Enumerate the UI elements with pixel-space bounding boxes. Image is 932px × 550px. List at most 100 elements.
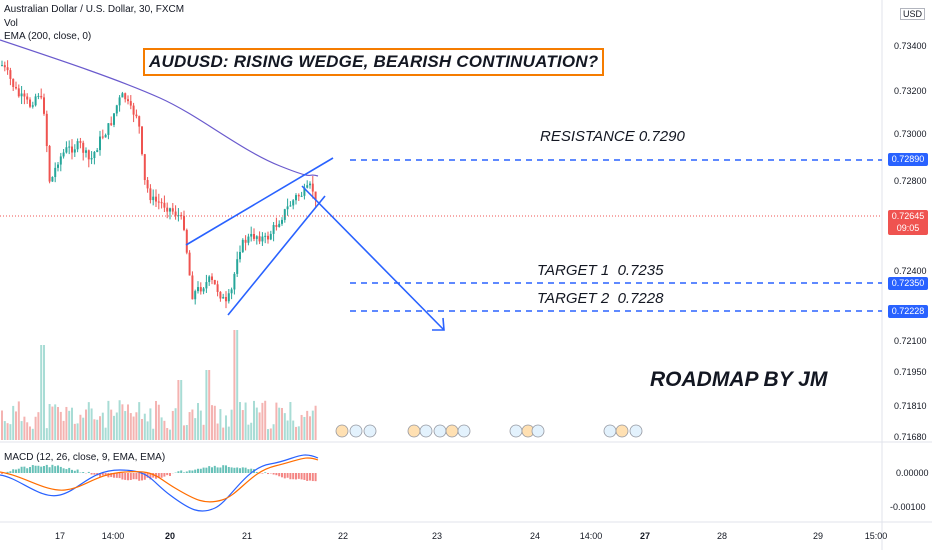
candle-body [278, 223, 281, 227]
event-flag-icon[interactable] [457, 424, 471, 438]
candle-body [250, 233, 253, 237]
candle-body [236, 259, 239, 274]
volume-bar [82, 417, 85, 440]
volume-bar [101, 412, 104, 440]
y-tick-label: 0.71810 [894, 401, 927, 411]
macd-histogram-bar [160, 473, 163, 478]
candle-body [160, 202, 163, 204]
volume-bar [26, 422, 29, 440]
candle-body [90, 158, 93, 160]
candle-body [43, 97, 45, 114]
candle-body [65, 147, 68, 153]
volume-bar [124, 411, 127, 440]
macd-histogram-bar [124, 473, 127, 480]
volume-bar [311, 410, 314, 440]
volume-bar [292, 420, 295, 440]
macd-histogram-bar [225, 465, 227, 473]
volume-bar [216, 423, 219, 440]
candle-body [171, 208, 174, 212]
macd-histogram-bar [127, 473, 129, 481]
volume-bar [31, 428, 34, 440]
currency-badge[interactable]: USD [900, 8, 926, 20]
y-tick-label: 0.73000 [894, 129, 927, 139]
macd-histogram-bar [250, 468, 253, 473]
candle-body [213, 280, 216, 285]
macd-histogram-bar [185, 471, 188, 473]
volume-bar [99, 416, 101, 440]
macd-histogram-bar [29, 466, 31, 473]
candle-body [163, 202, 166, 208]
event-flag-icon[interactable] [335, 424, 349, 438]
candle-body [115, 105, 118, 114]
candle-body [169, 208, 171, 212]
candle-body [71, 146, 73, 153]
x-tick-label: 27 [640, 531, 650, 541]
candle-body [185, 229, 188, 253]
candle-body [194, 291, 197, 300]
candle-body [155, 196, 157, 202]
macd-histogram-bar [143, 473, 146, 480]
candle-body [283, 209, 286, 220]
event-flag-icon[interactable] [433, 424, 447, 438]
candle-body [121, 93, 124, 98]
candle-body [54, 167, 57, 178]
candle-body [311, 183, 314, 192]
event-flag-icon[interactable] [419, 424, 433, 438]
volume-bar [180, 380, 183, 440]
macd-histogram-bar [275, 473, 278, 476]
event-flag-icon[interactable] [363, 424, 377, 438]
macd-histogram-bar [51, 464, 54, 473]
candle-body [222, 296, 225, 299]
macd-histogram-bar [37, 465, 40, 473]
volume-bar [191, 409, 194, 440]
macd-histogram-bar [93, 473, 96, 475]
event-flag-icon[interactable] [531, 424, 545, 438]
candle-body [68, 146, 71, 148]
event-flag-icon[interactable] [603, 424, 617, 438]
volume-bar [202, 424, 205, 440]
candle-body [118, 97, 121, 106]
candle-body [113, 113, 115, 125]
candle-body [99, 136, 101, 151]
macd-histogram-bar [247, 469, 250, 473]
volume-bar [258, 412, 261, 440]
macd-histogram-bar [73, 470, 76, 473]
ema-label: EMA (200, close, 0) [4, 31, 92, 42]
macd-histogram-bar [222, 465, 225, 473]
volume-bar [297, 426, 300, 440]
macd-histogram-bar [292, 473, 295, 480]
volume-bar [160, 417, 163, 440]
macd-histogram-bar [57, 465, 59, 473]
event-flag-icon[interactable] [615, 424, 629, 438]
volume-bar [247, 424, 250, 440]
candle-body [295, 195, 297, 201]
macd-histogram-bar [241, 467, 244, 473]
volume-bar [272, 424, 275, 440]
candle-body [309, 183, 311, 186]
idea-title: AUDUSD: RISING WEDGE, BEARISH CONTINUATI… [143, 48, 605, 76]
macd-histogram-bar [76, 469, 79, 473]
volume-bar [17, 401, 20, 440]
volume-bar [241, 410, 244, 440]
x-tick-label: 14:00 [102, 531, 125, 541]
macd-histogram-bar [197, 468, 199, 473]
event-flag-icon[interactable] [407, 424, 421, 438]
event-flag-icon[interactable] [445, 424, 459, 438]
candle-body [211, 276, 213, 281]
volume-bar [197, 403, 199, 440]
macd-histogram-bar [289, 473, 292, 480]
candle-body [241, 239, 244, 252]
event-flag-icon[interactable] [509, 424, 523, 438]
volume-bar [208, 370, 211, 440]
volume-bar [261, 402, 264, 440]
candle-body [205, 282, 208, 289]
macd-histogram-bar [6, 471, 9, 473]
event-flag-icon[interactable] [349, 424, 363, 438]
candle-body [127, 99, 129, 102]
macd-histogram-bar [101, 473, 104, 476]
event-flag-icon[interactable] [629, 424, 643, 438]
macd-histogram-bar [157, 473, 160, 479]
macd-label: MACD (12, 26, close, 9, EMA, EMA) [4, 452, 166, 463]
volume-bar [253, 400, 255, 440]
